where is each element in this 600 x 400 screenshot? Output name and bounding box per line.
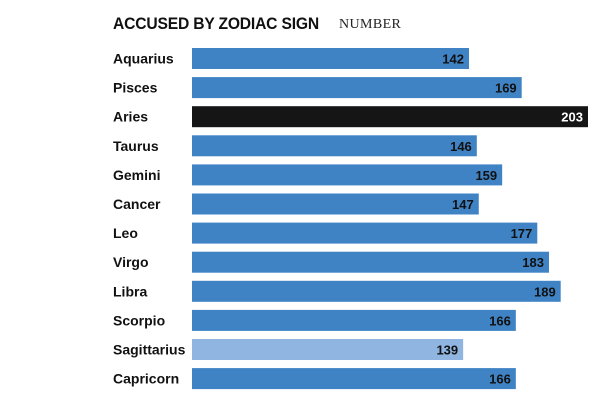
value-label-pisces: 169 bbox=[495, 81, 517, 96]
bar-scorpio bbox=[192, 309, 516, 331]
value-label-libra: 189 bbox=[534, 284, 556, 299]
bar-libra bbox=[192, 280, 561, 302]
value-label-aries: 203 bbox=[561, 110, 583, 125]
value-label-gemini: 159 bbox=[475, 168, 497, 183]
bar-pisces bbox=[192, 77, 522, 99]
category-label-virgo: Virgo bbox=[113, 254, 149, 270]
value-label-leo: 177 bbox=[511, 226, 533, 241]
value-label-capricorn: 166 bbox=[489, 372, 511, 387]
bar-gemini bbox=[192, 164, 503, 186]
category-label-leo: Leo bbox=[113, 225, 138, 241]
bar-cancer bbox=[192, 193, 479, 215]
value-label-scorpio: 166 bbox=[489, 313, 511, 328]
value-label-aquarius: 142 bbox=[442, 52, 464, 67]
category-label-cancer: Cancer bbox=[113, 196, 161, 212]
value-label-cancer: 147 bbox=[452, 197, 474, 212]
category-label-scorpio: Scorpio bbox=[113, 312, 165, 328]
chart-title: ACCUSED BY ZODIAC SIGN bbox=[113, 14, 319, 33]
category-label-capricorn: Capricorn bbox=[113, 371, 179, 387]
chart-subtitle: NUMBER bbox=[339, 17, 402, 32]
category-label-sagittarius: Sagittarius bbox=[113, 342, 186, 358]
category-label-libra: Libra bbox=[113, 283, 147, 299]
category-label-aquarius: Aquarius bbox=[113, 51, 174, 67]
category-label-gemini: Gemini bbox=[113, 167, 160, 183]
bar-aries bbox=[192, 106, 588, 128]
bar-taurus bbox=[192, 135, 477, 157]
value-label-taurus: 146 bbox=[450, 139, 472, 154]
category-label-pisces: Pisces bbox=[113, 80, 158, 96]
bar-leo bbox=[192, 222, 538, 244]
value-label-virgo: 183 bbox=[522, 255, 544, 270]
bar-aquarius bbox=[192, 48, 470, 69]
bar-sagittarius bbox=[192, 339, 464, 360]
value-label-sagittarius: 139 bbox=[436, 343, 458, 358]
category-label-aries: Aries bbox=[113, 109, 148, 125]
bar-capricorn bbox=[192, 368, 516, 390]
category-labels: Aquarius Pisces Aries Taurus Gemini Cancer Leo… bbox=[113, 51, 186, 387]
bars bbox=[192, 48, 588, 390]
bar-virgo bbox=[192, 251, 549, 273]
category-label-taurus: Taurus bbox=[113, 138, 159, 154]
